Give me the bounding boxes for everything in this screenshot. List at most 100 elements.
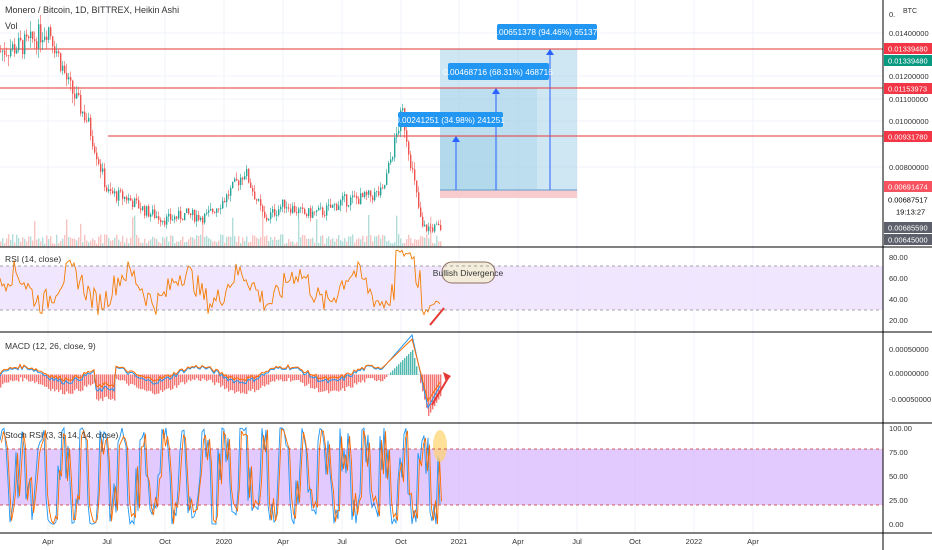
volume-bar bbox=[288, 239, 290, 247]
macd-histogram-bar bbox=[246, 374, 248, 395]
volume-bar bbox=[86, 240, 88, 247]
volume-bar bbox=[172, 236, 174, 247]
volume-bar bbox=[94, 240, 96, 247]
macd-histogram-bar bbox=[368, 374, 370, 378]
macd-histogram-bar bbox=[386, 374, 388, 378]
volume-bar bbox=[250, 241, 252, 247]
candle-body bbox=[74, 93, 76, 99]
macd-histogram-bar bbox=[98, 374, 100, 401]
volume-bar bbox=[244, 240, 246, 247]
volume-bar bbox=[242, 237, 244, 247]
candle-body bbox=[430, 226, 432, 228]
price-axis[interactable]: 0. 0.01400000 0.01200000 0.01100000 0.01… bbox=[889, 10, 929, 172]
macd-histogram-bar bbox=[128, 374, 130, 386]
target-label-bg-3[interactable] bbox=[497, 24, 597, 40]
target-zone-1[interactable] bbox=[440, 136, 498, 190]
volume-bar bbox=[426, 234, 428, 247]
macd-histogram-bar bbox=[182, 374, 184, 382]
macd-histogram-bar bbox=[380, 374, 382, 382]
macd-histogram-bar bbox=[436, 374, 438, 403]
volume-bar bbox=[256, 237, 258, 247]
volume-bar bbox=[18, 237, 20, 247]
volume-bar bbox=[198, 236, 200, 247]
macd-histogram-bar bbox=[390, 372, 392, 375]
volume-bar bbox=[342, 241, 344, 247]
volume-bar bbox=[104, 234, 106, 247]
svg-text:0.00000000: 0.00000000 bbox=[889, 369, 929, 378]
candle-body bbox=[254, 191, 256, 200]
volume-bar bbox=[166, 236, 168, 247]
macd-histogram-bar bbox=[402, 360, 404, 375]
volume-bar bbox=[98, 236, 100, 247]
volume-bar bbox=[208, 238, 210, 247]
volume-bar bbox=[50, 236, 52, 247]
macd-histogram-bar bbox=[364, 374, 366, 383]
volume-bar bbox=[340, 240, 342, 247]
macd-histogram-bar bbox=[156, 374, 158, 394]
target-labels[interactable]: 0.00241251 (34.98%) 241251 0.00468716 (6… bbox=[395, 24, 602, 127]
volume-bar bbox=[236, 241, 238, 247]
candle-body bbox=[212, 209, 214, 213]
candle-body bbox=[248, 168, 250, 183]
candle-body bbox=[414, 169, 416, 181]
time-axis[interactable]: Apr Jul Oct 2020 Apr Jul Oct 2021 Apr Jul Oct 2022 A… bbox=[42, 537, 759, 546]
volume-bar bbox=[158, 241, 160, 247]
candle-body bbox=[406, 130, 408, 142]
macd-histogram-bar bbox=[72, 374, 74, 394]
time-tick: Oct bbox=[629, 537, 642, 546]
macd-histogram-bar bbox=[400, 362, 402, 375]
candle-body bbox=[112, 190, 114, 194]
macd-histogram-bar bbox=[324, 374, 326, 392]
volume-bar bbox=[296, 242, 298, 247]
volume-bar bbox=[412, 242, 414, 247]
macd-histogram-bar bbox=[120, 374, 122, 381]
volume-bar bbox=[126, 238, 128, 247]
macd-histogram-bar bbox=[54, 374, 56, 392]
candle-body bbox=[120, 190, 122, 192]
macd-histogram-bar bbox=[240, 374, 242, 394]
macd-histogram-bar bbox=[208, 374, 210, 380]
candle-body bbox=[214, 212, 216, 213]
candle-body bbox=[28, 36, 30, 39]
volume-bar bbox=[396, 215, 398, 247]
candle-body bbox=[10, 49, 12, 57]
bullish-divergence-callout[interactable]: Bullish Divergence bbox=[433, 261, 504, 284]
volume-bar bbox=[132, 217, 134, 247]
volume-bar bbox=[144, 238, 146, 247]
macd-histogram-bar bbox=[198, 374, 200, 381]
stop-zone[interactable] bbox=[440, 190, 577, 198]
candle-body bbox=[226, 194, 228, 203]
target-label-bg-1[interactable] bbox=[398, 112, 503, 127]
volume-bar bbox=[46, 235, 48, 247]
volume-bar bbox=[74, 238, 76, 247]
candle-body bbox=[136, 198, 138, 201]
volume-bar bbox=[80, 223, 82, 247]
volume-bar bbox=[238, 235, 240, 247]
volume-bar bbox=[92, 238, 94, 247]
candle-body bbox=[148, 206, 150, 217]
volume-bar bbox=[304, 235, 306, 247]
time-tick: Jul bbox=[572, 537, 582, 546]
volume-bar bbox=[374, 236, 376, 247]
macd-histogram-bar bbox=[40, 374, 42, 385]
candle-body bbox=[70, 77, 72, 81]
volume-bar bbox=[186, 241, 188, 247]
volume-bar bbox=[90, 240, 92, 247]
candle-body bbox=[88, 117, 90, 122]
volume-bar bbox=[436, 235, 438, 247]
rsi-line bbox=[0, 249, 441, 316]
macd-histogram-bar bbox=[190, 374, 192, 382]
macd-histogram-bar bbox=[228, 374, 230, 392]
candle-body bbox=[50, 27, 52, 37]
macd-histogram-bar bbox=[224, 374, 226, 390]
resistance-levels[interactable] bbox=[0, 48, 883, 137]
volume-bar bbox=[420, 235, 422, 247]
volume-bar bbox=[106, 234, 108, 247]
volume-bar bbox=[4, 243, 6, 247]
volume-bar bbox=[56, 234, 58, 247]
target-label-bg-2[interactable] bbox=[448, 63, 549, 80]
candle-body bbox=[324, 215, 326, 216]
volume-bar bbox=[400, 238, 402, 247]
candle-body bbox=[72, 80, 74, 94]
